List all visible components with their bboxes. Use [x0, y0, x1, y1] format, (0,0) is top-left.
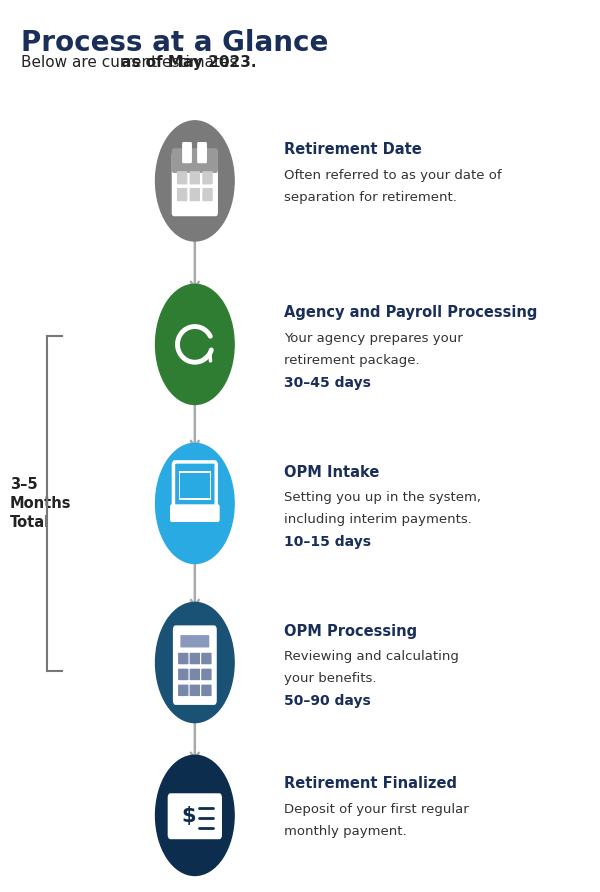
- FancyBboxPatch shape: [201, 684, 212, 696]
- Text: OPM Processing: OPM Processing: [284, 624, 418, 639]
- Ellipse shape: [155, 602, 234, 723]
- Ellipse shape: [155, 285, 234, 404]
- FancyBboxPatch shape: [202, 188, 213, 202]
- FancyBboxPatch shape: [190, 171, 200, 185]
- FancyBboxPatch shape: [172, 152, 218, 216]
- FancyBboxPatch shape: [179, 471, 211, 500]
- FancyBboxPatch shape: [202, 171, 213, 185]
- Text: Retirement Date: Retirement Date: [284, 142, 422, 157]
- FancyBboxPatch shape: [173, 462, 216, 508]
- Text: Deposit of your first regular: Deposit of your first regular: [284, 803, 469, 816]
- Text: 50–90 days: 50–90 days: [284, 694, 371, 708]
- FancyBboxPatch shape: [174, 153, 215, 165]
- Text: as of May 2023.: as of May 2023.: [121, 54, 256, 70]
- Text: retirement package.: retirement package.: [284, 354, 420, 368]
- Text: Agency and Payroll Processing: Agency and Payroll Processing: [284, 305, 538, 320]
- FancyBboxPatch shape: [178, 653, 188, 665]
- FancyBboxPatch shape: [201, 653, 212, 665]
- FancyBboxPatch shape: [181, 635, 209, 648]
- Text: monthly payment.: monthly payment.: [284, 825, 407, 838]
- Text: 3–5
Months
Total: 3–5 Months Total: [10, 477, 71, 530]
- FancyBboxPatch shape: [170, 504, 220, 522]
- Text: Setting you up in the system,: Setting you up in the system,: [284, 491, 481, 504]
- Text: 30–45 days: 30–45 days: [284, 376, 371, 390]
- FancyBboxPatch shape: [182, 142, 192, 163]
- FancyBboxPatch shape: [177, 171, 187, 185]
- FancyBboxPatch shape: [190, 653, 200, 665]
- Text: including interim payments.: including interim payments.: [284, 513, 472, 526]
- Text: your benefits.: your benefits.: [284, 673, 377, 685]
- FancyBboxPatch shape: [177, 188, 187, 202]
- Ellipse shape: [155, 443, 234, 564]
- Text: Below are current estimates: Below are current estimates: [22, 54, 243, 70]
- FancyBboxPatch shape: [167, 793, 222, 839]
- Text: Process at a Glance: Process at a Glance: [22, 29, 329, 57]
- FancyBboxPatch shape: [201, 669, 212, 681]
- Ellipse shape: [155, 120, 234, 241]
- Text: $: $: [182, 806, 196, 826]
- Text: separation for retirement.: separation for retirement.: [284, 191, 457, 203]
- Text: 10–15 days: 10–15 days: [284, 535, 371, 549]
- FancyBboxPatch shape: [190, 669, 200, 681]
- FancyBboxPatch shape: [178, 684, 188, 696]
- Text: Retirement Finalized: Retirement Finalized: [284, 777, 457, 791]
- Ellipse shape: [155, 756, 234, 875]
- Text: Reviewing and calculating: Reviewing and calculating: [284, 650, 459, 663]
- FancyBboxPatch shape: [190, 684, 200, 696]
- Text: Often referred to as your date of: Often referred to as your date of: [284, 169, 502, 182]
- FancyBboxPatch shape: [190, 188, 200, 202]
- FancyBboxPatch shape: [172, 148, 218, 173]
- Text: OPM Intake: OPM Intake: [284, 465, 380, 480]
- FancyBboxPatch shape: [197, 142, 207, 163]
- Text: Your agency prepares your: Your agency prepares your: [284, 332, 463, 345]
- FancyBboxPatch shape: [173, 625, 217, 705]
- FancyBboxPatch shape: [180, 473, 210, 498]
- FancyBboxPatch shape: [178, 669, 188, 681]
